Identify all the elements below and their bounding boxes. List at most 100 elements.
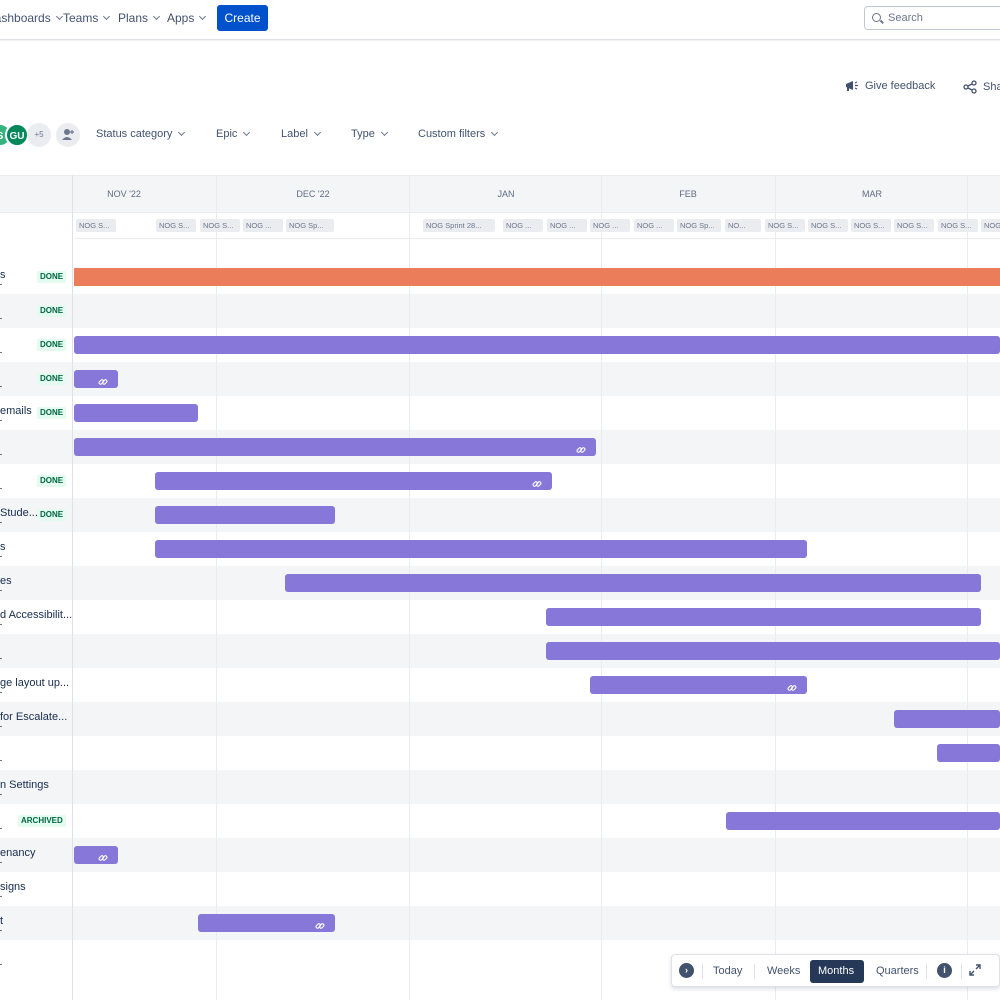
sprint-chip[interactable]: NOG Sp... bbox=[677, 219, 721, 232]
timeline-bar[interactable] bbox=[894, 710, 1000, 728]
issue-title[interactable]: emails bbox=[0, 405, 32, 417]
timeline-row[interactable]: s DONE bbox=[0, 260, 1000, 294]
issue-title[interactable]: d Accessibilit... bbox=[0, 609, 73, 621]
issue-title[interactable]: s bbox=[0, 269, 6, 281]
chevron-down-icon bbox=[178, 128, 186, 137]
filter-custom-filters[interactable]: Custom filters bbox=[418, 128, 499, 140]
share-button[interactable]: Share bbox=[963, 80, 1000, 94]
timeline-row[interactable]: DONE bbox=[0, 328, 1000, 362]
sprint-chip[interactable]: NOG S... bbox=[938, 219, 978, 232]
timeline-row[interactable]: signs bbox=[0, 872, 1000, 906]
timeline-bar[interactable] bbox=[546, 642, 1000, 660]
add-person-button[interactable] bbox=[56, 123, 80, 147]
timeline-bar[interactable] bbox=[74, 404, 198, 422]
issue-title[interactable]: ge layout up... bbox=[0, 677, 70, 689]
timeline-bar[interactable] bbox=[74, 370, 118, 388]
timeline-row[interactable] bbox=[0, 736, 1000, 770]
sprint-chip[interactable]: NOG ... bbox=[547, 219, 587, 232]
month-label: MAR bbox=[862, 189, 882, 199]
months-button[interactable]: Months bbox=[810, 960, 864, 983]
info-icon[interactable]: i bbox=[937, 963, 952, 978]
more-avatars-badge[interactable]: +5 bbox=[27, 123, 51, 147]
status-lozenge: DONE bbox=[37, 509, 67, 521]
timeline-row[interactable]: DONE bbox=[0, 294, 1000, 328]
sprint-chip[interactable]: NOG ... bbox=[590, 219, 630, 232]
timeline-row[interactable]: d Accessibilit... bbox=[0, 600, 1000, 634]
timeline-bar[interactable] bbox=[198, 914, 335, 932]
issue-title[interactable]: Stude... bbox=[0, 507, 38, 519]
timeline-bar[interactable] bbox=[590, 676, 807, 694]
issue-title[interactable]: t bbox=[0, 915, 4, 927]
link-icon bbox=[576, 442, 586, 453]
create-button[interactable]: Create bbox=[217, 5, 268, 31]
timeline-row[interactable]: n Settings bbox=[0, 770, 1000, 804]
sprint-chip[interactable]: NOG bbox=[981, 219, 1000, 232]
chevron-right-icon[interactable]: › bbox=[679, 963, 694, 978]
search-input[interactable]: Search bbox=[864, 6, 1000, 30]
chevron-down-icon bbox=[199, 12, 207, 21]
timeline-bar[interactable] bbox=[155, 506, 335, 524]
sprint-chip[interactable]: NOG Sprint 28... bbox=[423, 219, 495, 232]
timeline-row[interactable] bbox=[0, 940, 1000, 974]
expand-icon[interactable] bbox=[968, 963, 982, 982]
timeline-bar[interactable] bbox=[546, 608, 981, 626]
timeline-row[interactable]: emails DONE bbox=[0, 396, 1000, 430]
timeline-row[interactable]: ge layout up... bbox=[0, 668, 1000, 702]
timeline-row[interactable]: DONE bbox=[0, 362, 1000, 396]
filter-label: Custom filters bbox=[418, 128, 486, 140]
filter-status-category[interactable]: Status category bbox=[96, 128, 186, 140]
issue-title[interactable]: es bbox=[0, 575, 12, 587]
row-marker bbox=[0, 964, 2, 965]
timeline-bar[interactable] bbox=[285, 574, 981, 592]
month-label: NOV '22 bbox=[107, 189, 141, 199]
issue-title[interactable]: enancy bbox=[0, 847, 36, 859]
filter-label[interactable]: Label bbox=[281, 128, 321, 140]
issue-title[interactable]: n Settings bbox=[0, 779, 49, 791]
timeline-bar[interactable] bbox=[155, 540, 807, 558]
nav-plans[interactable]: Plans bbox=[118, 0, 161, 36]
timeline-row[interactable]: for Escalate... bbox=[0, 702, 1000, 736]
sprint-chip[interactable]: NOG S... bbox=[808, 219, 848, 232]
sprint-chip[interactable]: NOG S... bbox=[894, 219, 934, 232]
timeline-bar[interactable] bbox=[74, 268, 1000, 286]
sprint-chip[interactable]: NOG ... bbox=[634, 219, 674, 232]
sprints-row bbox=[74, 213, 1000, 239]
nav-apps[interactable]: Apps bbox=[167, 0, 207, 36]
sprint-chip[interactable]: NOG ... bbox=[503, 219, 543, 232]
sprint-chip[interactable]: NOG S... bbox=[851, 219, 891, 232]
sprint-chip[interactable]: NOG S... bbox=[200, 219, 240, 232]
nav-teams[interactable]: Teams bbox=[63, 0, 111, 36]
sprint-chip[interactable]: NOG S... bbox=[156, 219, 196, 232]
weeks-button[interactable]: Weeks bbox=[767, 965, 801, 977]
timeline-row[interactable]: DONE bbox=[0, 464, 1000, 498]
filter-type[interactable]: Type bbox=[351, 128, 388, 140]
issue-title[interactable]: s bbox=[0, 541, 6, 553]
timeline-bar[interactable] bbox=[937, 744, 1000, 762]
filter-epic[interactable]: Epic bbox=[216, 128, 251, 140]
row-marker bbox=[0, 386, 2, 387]
timeline-bar[interactable] bbox=[74, 336, 1000, 354]
timeline-bar[interactable] bbox=[74, 846, 118, 864]
give-feedback-button[interactable]: Give feedback bbox=[845, 80, 935, 92]
quarters-button[interactable]: Quarters bbox=[876, 965, 919, 977]
sprint-chip[interactable]: NOG S... bbox=[76, 219, 116, 232]
timeline-row[interactable]: ARCHIVED bbox=[0, 804, 1000, 838]
timeline-row[interactable]: s bbox=[0, 532, 1000, 566]
row-marker bbox=[0, 488, 2, 489]
issue-title[interactable]: signs bbox=[0, 881, 26, 893]
sprint-chip[interactable]: NOG S... bbox=[765, 219, 805, 232]
today-button[interactable]: Today bbox=[713, 965, 743, 977]
divider bbox=[961, 964, 962, 979]
issue-title[interactable]: for Escalate... bbox=[0, 711, 68, 723]
avatar[interactable]: GU bbox=[5, 123, 29, 147]
timeline-bar[interactable] bbox=[726, 812, 1000, 830]
timeline-bar[interactable] bbox=[74, 438, 596, 456]
sprint-chip[interactable]: NO... bbox=[725, 219, 761, 232]
timeline-row[interactable]: enancy bbox=[0, 838, 1000, 872]
nav-dashboards[interactable]: Dashboards bbox=[0, 0, 63, 36]
sprint-chip[interactable]: NOG ... bbox=[243, 219, 283, 232]
timeline-row[interactable]: Stude... DONE bbox=[0, 498, 1000, 532]
timeline-bar[interactable] bbox=[155, 472, 552, 490]
timeline-row[interactable]: t bbox=[0, 906, 1000, 940]
sprint-chip[interactable]: NOG Sp... bbox=[286, 219, 334, 232]
